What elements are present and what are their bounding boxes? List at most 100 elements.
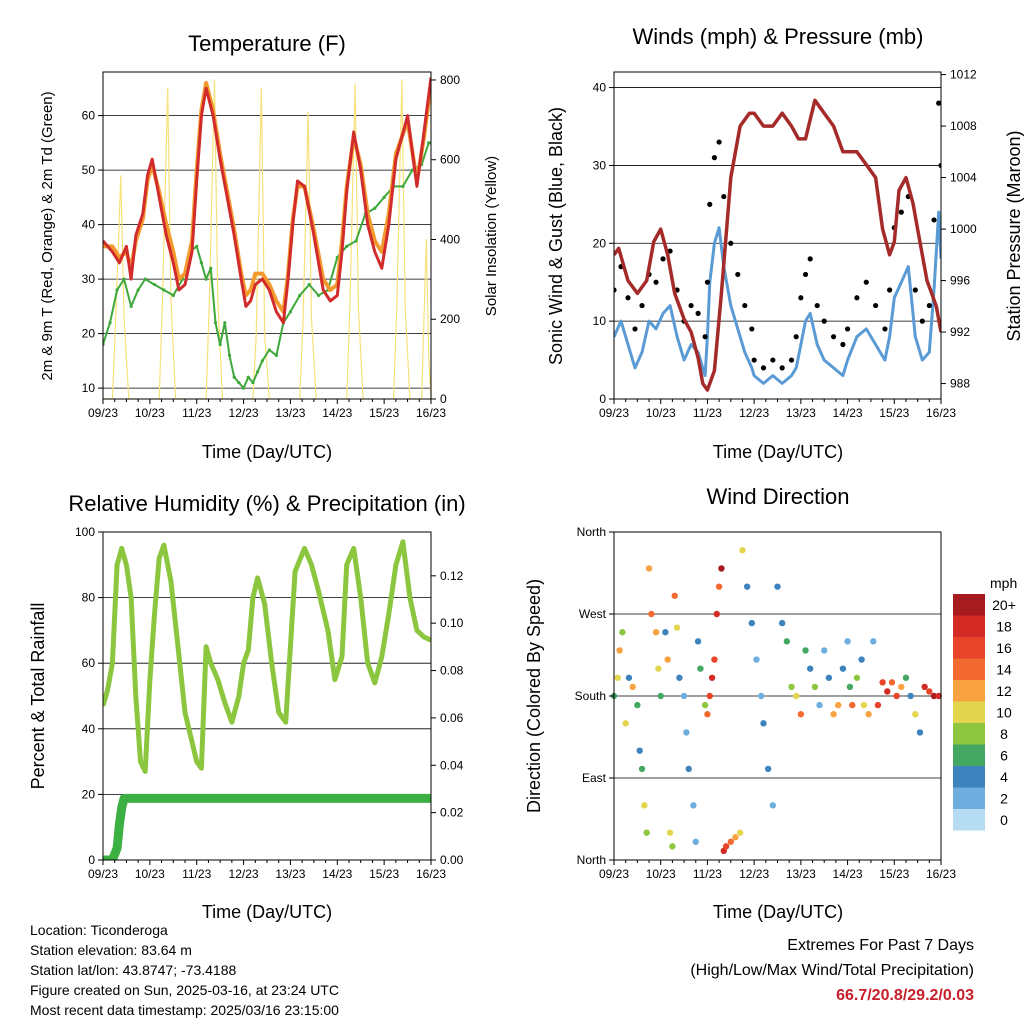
gust-point xyxy=(887,287,893,293)
humidity-frame xyxy=(102,531,432,861)
gust-point xyxy=(931,217,937,223)
x-tick-label: 15/23 xyxy=(879,867,909,881)
direction-point xyxy=(757,692,765,700)
direction-grid xyxy=(614,613,941,779)
dewpoint-point xyxy=(122,277,126,281)
dewpoint-point xyxy=(251,381,255,385)
dewpoint-point xyxy=(195,244,199,248)
direction-point xyxy=(769,802,777,809)
dewpoint-point xyxy=(246,375,250,379)
gust-point xyxy=(625,295,631,301)
direction-point xyxy=(870,638,877,645)
direction-point xyxy=(849,701,856,709)
winds-ylabel-right: Station Pressure (Maroon) xyxy=(1004,130,1024,341)
created-text: Figure created on Sun, 2025-03-16, at 23… xyxy=(30,982,339,998)
temperature-marks xyxy=(103,77,431,399)
direction-point xyxy=(898,683,905,691)
direction-point xyxy=(706,692,713,700)
dewpoint-point xyxy=(199,261,203,265)
gust-point xyxy=(660,256,666,262)
x-tick-label: 10/23 xyxy=(135,406,165,420)
y2-tick-label: 1000 xyxy=(950,222,977,236)
direction-point xyxy=(666,829,674,836)
legend-swatch xyxy=(953,766,985,788)
y-tick-label: 30 xyxy=(593,158,607,172)
elevation-text: Station elevation: 83.64 m xyxy=(30,942,192,958)
gust-point xyxy=(926,302,932,309)
gust-point xyxy=(742,302,748,309)
recent-text: Most recent data timestamp: 2025/03/16 2… xyxy=(30,1002,339,1018)
direction-point xyxy=(713,610,720,618)
direction-point xyxy=(893,692,900,700)
gust-point xyxy=(632,326,638,332)
dewpoint-point xyxy=(218,342,222,347)
direction-point xyxy=(816,701,823,709)
direction-point xyxy=(648,610,655,618)
winds-ylabel-left: Sonic Wind & Gust (Blue, Black) xyxy=(546,107,566,365)
x-tick-label: 13/23 xyxy=(275,867,305,881)
direction-point xyxy=(830,711,837,718)
y-tick-label: 20 xyxy=(593,236,607,250)
direction-title: Wind Direction xyxy=(706,484,849,509)
temperature-xlabel: Time (Day/UTC) xyxy=(202,442,332,462)
y2-tick-label: 1008 xyxy=(950,119,977,133)
legend-swatch xyxy=(953,680,985,702)
x-tick-label: 15/23 xyxy=(879,406,909,420)
direction-point xyxy=(683,729,690,736)
gust-point xyxy=(721,193,727,200)
direction-point xyxy=(685,765,692,773)
direction-point xyxy=(853,674,861,681)
x-tick-label: 13/23 xyxy=(275,406,305,420)
temperature-ylabel-right: Solar Insolation (Yellow) xyxy=(483,156,500,316)
y2-tick-label: 1012 xyxy=(950,68,977,82)
legend-label: 6 xyxy=(1000,748,1008,764)
x-tick-label: 12/23 xyxy=(739,867,769,881)
gust-point xyxy=(716,139,722,145)
gust-point xyxy=(695,310,701,316)
y2-tick-label: 1004 xyxy=(950,171,977,185)
y2-tick-label: 800 xyxy=(440,73,460,87)
direction-point xyxy=(732,834,739,841)
y2-tick-label: 200 xyxy=(440,312,460,326)
direction-point xyxy=(711,656,718,663)
temperature-ticks: 09/23 10/23 11/23 12/23 13/23 14/23 15/23 16/23… xyxy=(82,73,461,420)
humidity-xlabel: Time (Day/UTC) xyxy=(202,902,332,922)
gust-point xyxy=(793,334,799,340)
gust-point xyxy=(711,155,718,161)
pressure-line xyxy=(614,98,941,392)
gust-point xyxy=(863,279,869,285)
x-tick-label: 16/23 xyxy=(926,406,956,420)
direction-ylabel-left: Direction (Colored By Speed) xyxy=(524,579,544,813)
temp-9m-line xyxy=(103,80,431,314)
y-tick-label: 40 xyxy=(82,218,96,232)
legend-label: 12 xyxy=(996,683,1012,699)
dewpoint-point xyxy=(115,288,119,292)
temperature-frame xyxy=(102,71,432,400)
direction-point xyxy=(704,711,711,718)
winds-marks xyxy=(614,98,941,392)
y-tick-label: 10 xyxy=(593,314,607,328)
direction-point xyxy=(694,638,702,645)
direction-point xyxy=(802,647,809,654)
direction-point xyxy=(715,583,723,590)
direction-point xyxy=(792,692,800,700)
extremes-title: Extremes For Past 7 Days xyxy=(787,937,974,954)
dewpoint-point xyxy=(171,293,175,298)
direction-point xyxy=(662,629,669,636)
direction-point xyxy=(671,592,678,599)
gust-point xyxy=(749,326,755,332)
dewpoint-point xyxy=(401,184,405,189)
x-tick-label: 12/23 xyxy=(229,406,259,420)
gust-point xyxy=(798,295,804,301)
direction-point xyxy=(669,843,676,850)
y2-tick-label: 400 xyxy=(440,232,460,246)
y-tick-label: 0 xyxy=(599,392,606,406)
legend-swatch xyxy=(953,615,985,637)
temperature-ylabel-left: 2m & 9m T (Red, Orange) & 2m Td (Green) xyxy=(39,91,56,380)
direction-point xyxy=(697,665,704,672)
y2-tick-label: 0.08 xyxy=(440,664,464,678)
direction-point xyxy=(760,720,767,727)
dewpoint-point xyxy=(267,348,271,352)
x-tick-label: 09/23 xyxy=(599,406,629,420)
direction-point xyxy=(641,802,648,809)
